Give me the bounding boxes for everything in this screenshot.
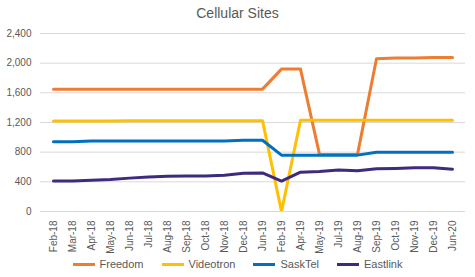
svg-text:Dec-18: Dec-18 (238, 220, 249, 253)
svg-text:400: 400 (15, 176, 32, 187)
svg-text:Feb-18: Feb-18 (48, 220, 59, 252)
svg-text:1,600: 1,600 (6, 87, 31, 98)
html-text:Cellular Sites: Cellular Sites (196, 5, 279, 21)
svg-text:Sep-19: Sep-19 (371, 220, 382, 253)
html-text:SaskTel: SaskTel (280, 258, 319, 270)
svg-text:Apr-18: Apr-18 (86, 220, 97, 250)
svg-text:May-18: May-18 (105, 220, 116, 253)
svg-text:Oct-18: Oct-18 (200, 220, 211, 250)
svg-text:May-19: May-19 (314, 220, 325, 253)
svg-text:0: 0 (26, 206, 32, 217)
svg-text:Sep-18: Sep-18 (181, 220, 192, 253)
svg-text:Jun-19: Jun-19 (257, 220, 268, 251)
svg-text:Nov-18: Nov-18 (219, 220, 230, 253)
svg-text:Jul-19: Jul-19 (333, 220, 344, 248)
svg-text:Jul-18: Jul-18 (143, 220, 154, 248)
svg-text:Jun-20: Jun-20 (447, 220, 458, 251)
svg-text:800: 800 (15, 146, 32, 157)
svg-text:Apr-19: Apr-19 (295, 220, 306, 250)
svg-text:1,200: 1,200 (6, 117, 31, 128)
svg-text:2,000: 2,000 (6, 57, 31, 68)
svg-text:Jun-18: Jun-18 (124, 220, 135, 251)
svg-text:Feb-19: Feb-19 (276, 220, 287, 252)
svg-text:Dec-19: Dec-19 (428, 220, 439, 253)
svg-text:Oct-19: Oct-19 (390, 220, 401, 250)
svg-text:Nov-19: Nov-19 (409, 220, 420, 253)
svg-text:2,400: 2,400 (6, 28, 31, 39)
html-text:Eastlink: Eastlink (364, 258, 403, 270)
svg-text:Mar-18: Mar-18 (67, 220, 78, 252)
html-text:Freedom: Freedom (99, 258, 144, 270)
svg-text:Aug-19: Aug-19 (352, 220, 363, 253)
html-text:Videotron: Videotron (188, 258, 236, 270)
svg-text:Aug-18: Aug-18 (162, 220, 173, 253)
